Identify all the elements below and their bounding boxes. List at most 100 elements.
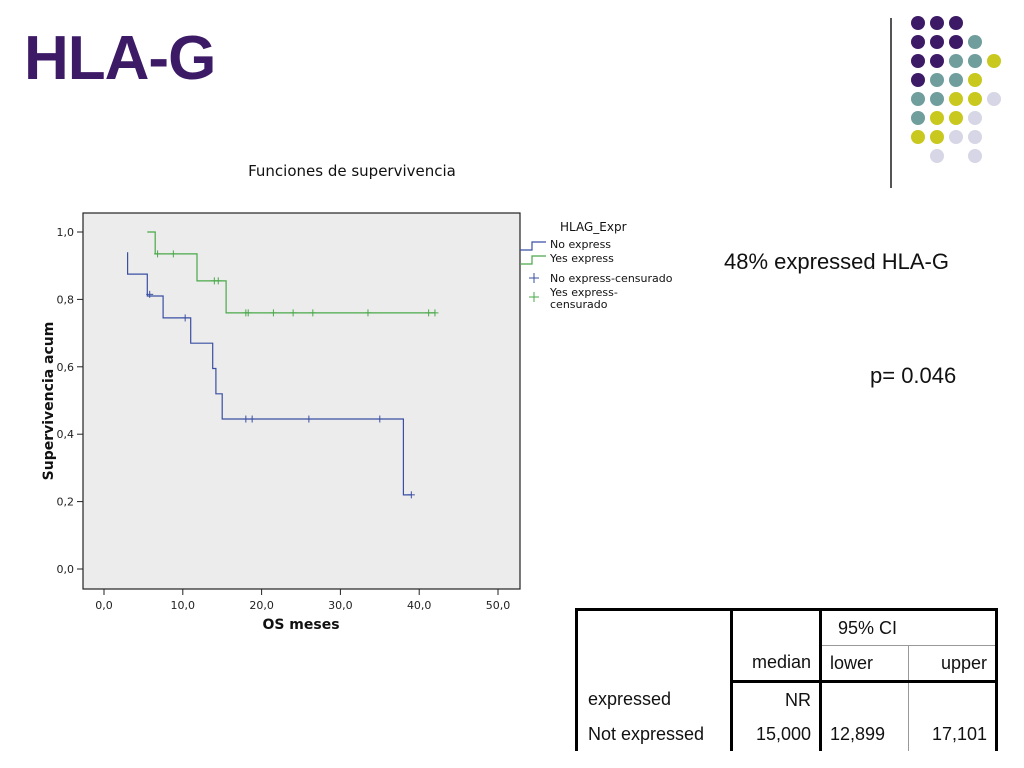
decorative-dot [949,35,963,49]
x-axis: 0,0 10,0 20,0 30,0 40,0 50,0 [95,589,510,612]
decorative-dot [987,54,1001,68]
x-tick-label: 50,0 [486,599,511,612]
x-tick-label: 10,0 [171,599,196,612]
legend-censor-symbol [529,292,539,302]
median-value: NR [731,681,822,717]
upper-value: 17,101 [908,717,998,751]
censored-mark [425,309,433,317]
censored-mark [364,309,372,317]
decorative-dot [911,111,925,125]
decorative-dot [968,92,982,106]
y-axis: 0,0 0,2 0,4 0,6 0,8 1,0 [57,226,83,576]
decorative-dot [949,73,963,87]
decorative-dot [911,92,925,106]
legend-title: HLAG_Expr [560,220,627,234]
legend-label: Yes express-censurado [549,286,618,311]
plot-area [82,212,521,590]
p-value-text: p= 0.046 [870,363,957,388]
x-tick-label: 0,0 [95,599,113,612]
censored-mark [407,491,415,499]
y-tick-label: 0,8 [57,293,75,306]
decorative-dot [930,92,944,106]
decorative-dot-grid [911,16,1001,163]
series-line-no-express [126,252,412,496]
decorative-dot [987,92,1001,106]
decorative-dot [968,111,982,125]
lower-value: 12,899 [820,717,909,751]
lower-value [820,681,909,717]
decorative-dot [949,130,963,144]
row-label: expressed [575,681,733,717]
censored-mark [146,290,154,298]
chart-title: Funciones de supervivencia [248,162,456,180]
censored-mark [269,309,277,317]
decorative-dot [930,16,944,30]
decorative-dot [930,111,944,125]
x-tick-label: 30,0 [328,599,353,612]
censored-mark [305,415,313,423]
table-row: Not expressed 15,000 12,899 17,101 [575,717,998,751]
decorative-dot [968,130,982,144]
table-header-row: 95% CI [575,608,998,682]
decorative-dot [930,149,944,163]
decorative-dot [911,73,925,87]
legend-line-symbol [520,255,546,265]
censored-mark [169,250,177,258]
median-header: median [731,645,822,683]
decorative-dot [911,54,925,68]
legend-line-symbol [520,241,546,251]
censored-mark [376,415,384,423]
legend-label: No express-censurado [550,272,673,285]
survival-table: 95% CI median lower upper expressed NR N… [575,608,998,751]
table-corner-cell [575,608,733,682]
x-tick-label: 20,0 [249,599,274,612]
series-layer [126,231,439,499]
y-tick-label: 0,4 [57,428,75,441]
censored-mark [248,415,256,423]
slide-title: HLA-G [24,24,216,93]
y-axis-label: Supervivencia acum [41,322,57,481]
censored-mark [242,415,250,423]
y-tick-label: 0,0 [57,563,75,576]
decorative-dot [968,149,982,163]
x-axis-label: OS meses [262,617,339,633]
censored-mark [214,277,222,285]
decorative-dot [968,73,982,87]
decorative-dot [930,73,944,87]
legend-label: Yes express [549,252,614,265]
ci-header: 95% CI [820,608,998,646]
decorative-dot [930,35,944,49]
y-tick-label: 0,2 [57,496,75,509]
decorative-dot [968,35,982,49]
decorative-dot [911,35,925,49]
y-tick-label: 1,0 [57,226,75,239]
censored-mark [154,250,162,258]
divider-line [890,18,892,188]
table-row: expressed NR [575,681,998,717]
censored-mark [289,309,297,317]
decorative-dot [949,111,963,125]
upper-value [908,681,998,717]
expressed-percentage-text: 48% expressed HLA-G [724,249,949,274]
censored-mark [431,309,439,317]
censored-mark [309,309,317,317]
upper-header: upper [908,645,998,683]
lower-header: lower [820,645,909,683]
decorative-dot [949,16,963,30]
table-subheader-row: median lower upper [577,645,998,683]
y-tick-label: 0,6 [57,361,75,374]
legend-label: No express [550,238,611,251]
decorative-dot [949,54,963,68]
table-header-spacer [731,608,822,646]
decorative-dot [930,130,944,144]
row-label: Not expressed [575,717,733,751]
censored-mark [244,309,252,317]
censored-mark [181,314,189,322]
survival-chart: Funciones de supervivencia 0,00,20,40,60… [41,162,673,633]
decorative-dot [930,54,944,68]
decorative-dot [968,54,982,68]
series-line-yes-express [147,231,435,314]
x-tick-label: 40,0 [407,599,432,612]
decorative-dot [949,92,963,106]
